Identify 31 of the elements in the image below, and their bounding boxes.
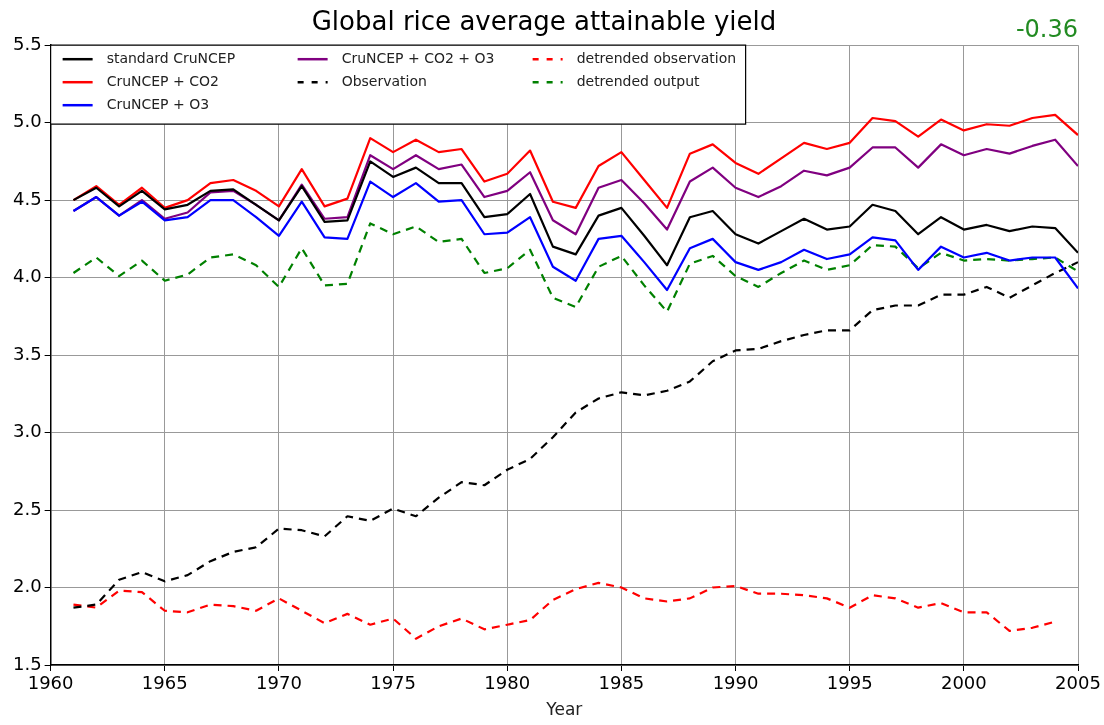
text: -0.36	[1015, 15, 1078, 44]
y-tick-label: 5.0	[12, 110, 42, 132]
y-tick-label: 1.5	[12, 652, 42, 674]
x-tick-label: 1990	[712, 672, 759, 694]
x-tick-label: 1965	[141, 672, 188, 694]
legend-label: CruNCEP + CO2 + O3	[341, 49, 495, 66]
x-tick-label: 1960	[27, 672, 74, 694]
legend-label: CruNCEP + CO2	[106, 72, 219, 89]
y-tick-label: 3.0	[12, 420, 42, 442]
x-tick-label: 1975	[370, 672, 416, 694]
y-tick-label: 5.5	[12, 32, 42, 54]
x-tick-label: 1995	[826, 672, 873, 694]
y-tick-label: 2.5	[12, 497, 42, 519]
legend-label: detrended output	[576, 72, 701, 89]
x-tick-label: 1985	[598, 672, 645, 694]
x-tick-label: 1980	[484, 672, 531, 694]
y-tick-label: 2.0	[12, 575, 42, 597]
legend-label: Observation	[341, 72, 427, 89]
x-tick-label: 2005	[1055, 672, 1101, 694]
line-series	[72, 222, 1078, 313]
line-series	[72, 261, 1078, 609]
x-tick-label: 1970	[256, 672, 302, 694]
y-tick-label: 4.0	[12, 265, 42, 287]
legend-label: standard CruNCEP	[106, 49, 236, 66]
x-axis-title: Year	[545, 699, 583, 720]
y-tick-label: 3.5	[12, 342, 42, 364]
y-tick-label: 4.5	[12, 187, 42, 209]
legend-label: detrended observation	[576, 49, 737, 66]
x-tick-label: 2000	[940, 672, 987, 694]
chart-title: Global rice average attainable yield	[311, 6, 777, 37]
legend-label: CruNCEP + O3	[106, 95, 210, 112]
